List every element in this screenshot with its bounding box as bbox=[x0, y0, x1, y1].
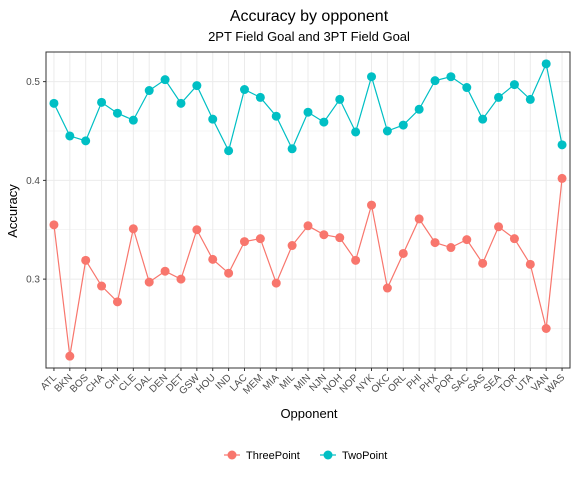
data-point-threepoint bbox=[303, 221, 313, 231]
y-axis-title: Accuracy bbox=[5, 184, 20, 238]
data-point-twopoint bbox=[335, 94, 345, 104]
data-point-twopoint bbox=[541, 59, 551, 69]
data-point-twopoint bbox=[525, 94, 535, 104]
data-point-threepoint bbox=[81, 255, 91, 265]
y-tick-label: 0.5 bbox=[26, 77, 40, 88]
data-point-threepoint bbox=[112, 297, 122, 307]
data-point-twopoint bbox=[430, 76, 440, 86]
data-point-twopoint bbox=[65, 131, 75, 141]
data-point-threepoint bbox=[430, 238, 440, 248]
data-point-twopoint bbox=[255, 92, 265, 102]
data-point-twopoint bbox=[81, 136, 91, 146]
legend-label: ThreePoint bbox=[246, 450, 300, 462]
data-point-threepoint bbox=[271, 278, 281, 288]
data-point-threepoint bbox=[557, 173, 567, 183]
data-point-threepoint bbox=[398, 248, 408, 258]
data-point-threepoint bbox=[176, 274, 186, 284]
legend-key-point bbox=[227, 450, 237, 460]
data-point-twopoint bbox=[382, 126, 392, 136]
grid bbox=[46, 52, 570, 368]
data-point-twopoint bbox=[128, 115, 138, 125]
data-point-threepoint bbox=[478, 258, 488, 268]
data-point-twopoint bbox=[557, 140, 567, 150]
data-point-twopoint bbox=[144, 86, 154, 96]
x-tick-label: WAS bbox=[544, 372, 568, 396]
data-point-twopoint bbox=[287, 144, 297, 154]
legend-item-threepoint: ThreePoint bbox=[224, 450, 300, 462]
data-point-threepoint bbox=[414, 214, 424, 224]
data-point-twopoint bbox=[160, 75, 170, 85]
data-point-threepoint bbox=[192, 225, 202, 235]
data-point-twopoint bbox=[414, 104, 424, 114]
data-point-threepoint bbox=[351, 255, 361, 265]
data-point-threepoint bbox=[287, 241, 297, 251]
x-axis-title: Opponent bbox=[280, 406, 337, 421]
data-point-twopoint bbox=[208, 114, 218, 124]
data-point-twopoint bbox=[176, 98, 186, 108]
data-point-threepoint bbox=[65, 351, 75, 361]
data-point-twopoint bbox=[49, 98, 59, 108]
data-point-threepoint bbox=[49, 220, 59, 230]
data-point-twopoint bbox=[271, 111, 281, 121]
data-point-threepoint bbox=[494, 222, 504, 232]
data-point-twopoint bbox=[446, 72, 456, 82]
data-point-threepoint bbox=[97, 281, 107, 291]
data-point-threepoint bbox=[208, 254, 218, 264]
data-point-twopoint bbox=[303, 107, 313, 117]
data-point-twopoint bbox=[192, 81, 202, 91]
data-point-twopoint bbox=[398, 120, 408, 130]
data-point-twopoint bbox=[319, 117, 329, 127]
data-point-threepoint bbox=[160, 266, 170, 276]
data-point-threepoint bbox=[525, 259, 535, 269]
data-point-threepoint bbox=[382, 283, 392, 293]
data-point-twopoint bbox=[224, 146, 234, 156]
y-tick-label: 0.3 bbox=[26, 275, 40, 286]
data-point-twopoint bbox=[97, 97, 107, 107]
y-tick-label: 0.4 bbox=[26, 176, 40, 187]
data-point-twopoint bbox=[509, 80, 519, 90]
data-point-twopoint bbox=[494, 92, 504, 102]
data-point-threepoint bbox=[128, 224, 138, 234]
legend-label: TwoPoint bbox=[342, 450, 387, 462]
data-point-twopoint bbox=[478, 114, 488, 124]
data-point-threepoint bbox=[319, 230, 329, 240]
data-point-twopoint bbox=[367, 72, 377, 82]
data-point-twopoint bbox=[351, 127, 361, 137]
data-point-threepoint bbox=[255, 234, 265, 244]
data-point-twopoint bbox=[462, 83, 472, 93]
data-point-threepoint bbox=[541, 324, 551, 333]
data-point-threepoint bbox=[224, 268, 234, 278]
data-point-threepoint bbox=[509, 234, 519, 244]
legend: ThreePoint TwoPoint bbox=[224, 450, 387, 462]
data-point-threepoint bbox=[335, 233, 345, 243]
x-axis: ATLBKNBOSCHACHICLEDALDENDETGSWHOUINDLACM… bbox=[39, 368, 568, 397]
data-point-twopoint bbox=[112, 108, 122, 118]
data-points bbox=[49, 59, 567, 361]
data-point-threepoint bbox=[144, 277, 154, 287]
legend-item-twopoint: TwoPoint bbox=[320, 450, 387, 462]
data-point-twopoint bbox=[239, 85, 249, 95]
data-point-threepoint bbox=[446, 243, 456, 253]
data-point-threepoint bbox=[367, 200, 377, 210]
y-axis: 0.3 0.4 0.5 bbox=[26, 77, 46, 286]
chart-title: Accuracy by opponent bbox=[230, 8, 389, 25]
data-point-threepoint bbox=[462, 235, 472, 245]
data-point-threepoint bbox=[239, 237, 249, 247]
legend-key-point bbox=[323, 450, 333, 460]
chart-subtitle: 2PT Field Goal and 3PT Field Goal bbox=[208, 29, 410, 44]
